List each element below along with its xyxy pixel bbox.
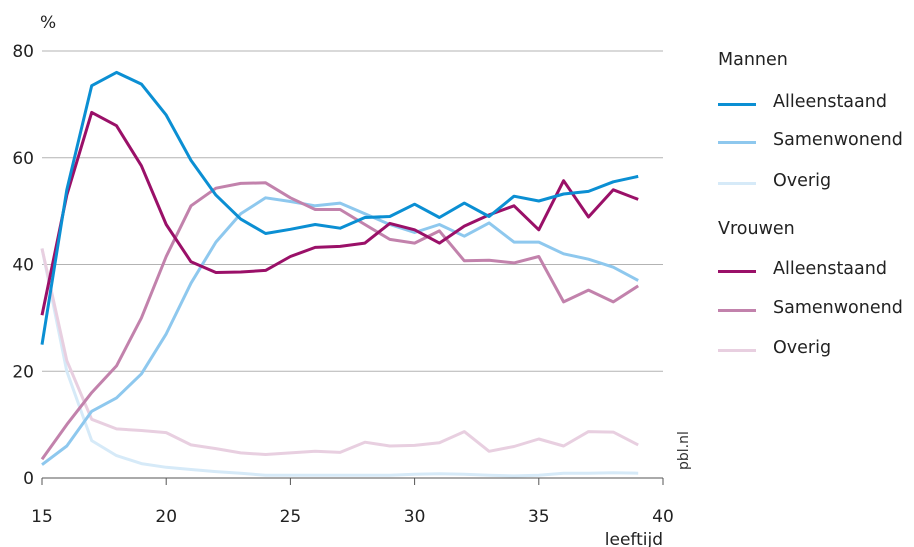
legend-label: Samenwonend [773,130,903,150]
legend-swatch [718,182,756,185]
series-line-vrouwen-alleenstaand [40,110,639,316]
legend-label: Alleenstaand [773,92,887,112]
legend-label: Samenwonend [773,298,903,318]
x-axis-label: leeftijd [605,530,663,547]
legend-label: Alleenstaand [773,259,887,279]
x-tick-label-30: 30 [404,507,426,527]
legend-swatch [718,141,756,144]
source-label: pbl.nl [676,431,692,470]
series-line-mannen-samenwonend [41,196,639,466]
legend-swatch [718,103,756,106]
series-line-mannen-alleenstaand [40,70,639,345]
legend-label: Overig [773,338,832,358]
series-line-vrouwen-overig [40,248,639,456]
series-line-vrouwen-samenwonend [40,181,640,461]
x-tick-label-25: 25 [280,507,302,527]
legend-swatch [718,270,756,273]
x-tick-label-35: 35 [528,507,550,527]
x-tick-label-40: 40 [652,507,674,527]
y-tick-label-0: 0 [23,469,34,489]
legend-group-title-mannen: Mannen [718,50,788,70]
y-tick-label-60: 60 [12,149,34,169]
legend-swatch [718,309,756,312]
series-lines [40,70,640,478]
axes: 0 20 40 60 80 15 20 25 30 35 40 [12,42,673,527]
y-tick-label-80: 80 [12,42,34,62]
x-tick-label-15: 15 [31,507,53,527]
x-tick-label-20: 20 [155,507,177,527]
y-tick-label-40: 40 [12,256,34,276]
legend-label: Overig [773,171,832,191]
y-axis-label: % [40,13,56,33]
y-tick-label-20: 20 [12,362,34,382]
legend-group-title-vrouwen: Vrouwen [718,219,795,239]
gridlines [42,50,663,372]
legend-swatch [718,349,756,352]
series-line-mannen-overig [40,248,639,478]
